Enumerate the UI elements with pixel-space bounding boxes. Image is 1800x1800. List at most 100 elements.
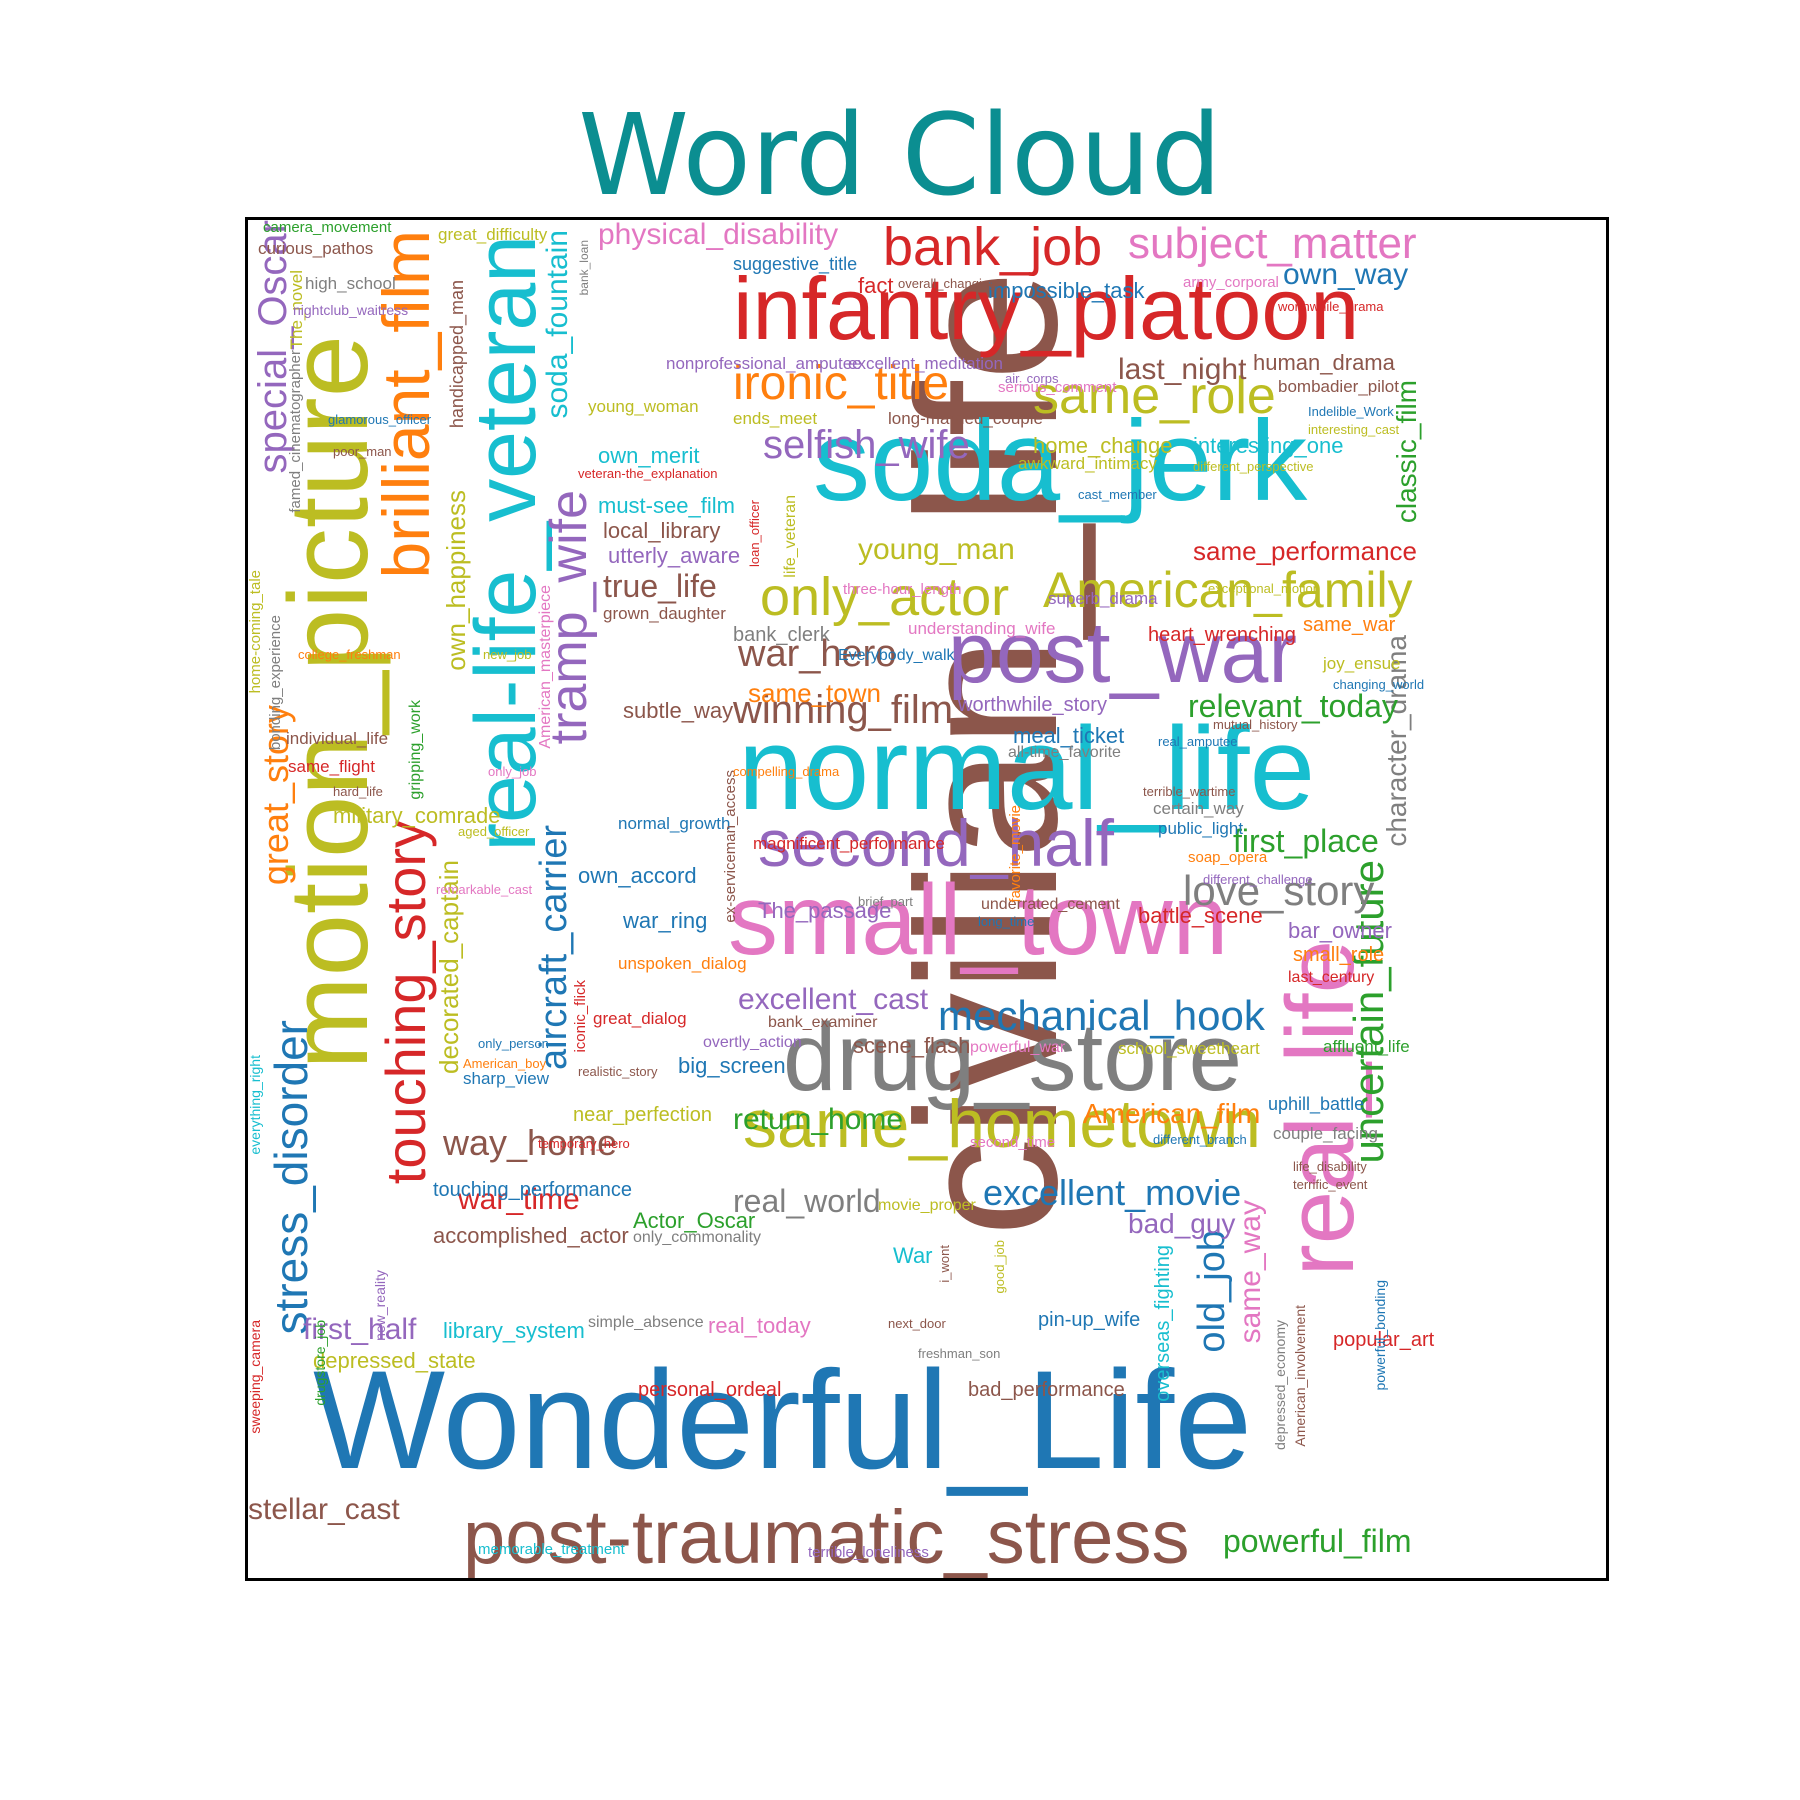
chart-title: Word Cloud (578, 91, 1222, 221)
word-three-hour-length: three-hour_length (843, 581, 962, 598)
word-impossible-task: impossible_task (988, 278, 1145, 303)
word-american-masterpiece: American_masterpiece (537, 585, 554, 749)
word-high-school: high_school (305, 274, 396, 293)
word-overall-changing: overall_changing (898, 276, 997, 291)
word-real-amputee: real_amputee (1158, 734, 1238, 749)
word-actor-oscar: Actor_Oscar (633, 1208, 756, 1233)
word-stress-disorder: stress_disorder (265, 1020, 317, 1335)
word-terrible-loneliness: terrible_loneliness (808, 1544, 929, 1561)
word-magnificent-performance: magnificent_performance (753, 834, 945, 853)
word-soap-opera: soap_opera (1188, 849, 1268, 866)
word-bad-guy: bad_guy (1128, 1208, 1236, 1239)
word-military-comrade: military_comrade (333, 803, 501, 828)
word-war-time: war_time (458, 1183, 580, 1216)
word-infantry-platoon: infantry_platoon (733, 259, 1360, 358)
word-movie-proper: movie_proper (878, 1197, 976, 1214)
word-depressed-economy: depressed_economy (1272, 1320, 1288, 1450)
word-bombadier-pilot: bombadier_pilot (1278, 377, 1399, 396)
word-american-film: American_film (1083, 1098, 1261, 1129)
word-overtly-action: overtly_action (703, 1034, 802, 1051)
word-understanding-wife: understanding_wife (908, 619, 1056, 638)
word-powerful-bonding: powerful_bonding (1372, 1280, 1388, 1391)
word-great-difficulty: great_difficulty (438, 225, 548, 244)
word-aged-officer: aged_officer (458, 824, 530, 839)
word-certain-way: certain_way (1153, 799, 1244, 818)
word-post-war: post_war (948, 605, 1297, 701)
word-brief-part: brief_part (858, 894, 913, 909)
word-war-hero: war_hero (738, 633, 897, 675)
word-american-involvement: American_involvement (1292, 1305, 1308, 1447)
word-war: War (893, 1243, 933, 1268)
word-way-home: way_home (443, 1122, 618, 1163)
word-battle-scene: battle_scene (1138, 903, 1263, 928)
word-handicapped-man: handicapped_man (447, 280, 467, 429)
word-loan-officer: loan_officer (747, 500, 762, 567)
word-small-role: small_role (1293, 944, 1385, 966)
word-last-century: last_century (1288, 969, 1375, 986)
word-long-married-couple: long-married_couple (888, 409, 1043, 428)
word-ex-serviceman-access: ex-serviceman_access (722, 770, 739, 923)
word-must-see-film: must-see_film (598, 493, 735, 518)
word-pin-up-wife: pin-up_wife (1038, 1309, 1141, 1331)
word-unspoken-dialog: unspoken_dialog (618, 954, 747, 973)
word-popular-art: popular_art (1333, 1329, 1435, 1351)
word-bank-clerk: bank_clerk (733, 624, 830, 646)
word-first-place: first_place (1233, 823, 1379, 859)
word-home-coming-tale: home-coming_tale (247, 570, 264, 694)
word-great-dialog: great_dialog (593, 1009, 687, 1028)
word-personal-ordeal: personal_ordeal (638, 1379, 782, 1401)
word-joy-ensue: joy_ensue (1323, 654, 1401, 673)
word-touching-performance: touching_performance (433, 1179, 633, 1201)
word-same-way: same_way (1234, 1200, 1267, 1344)
word-everything-right: everything_right (247, 1055, 263, 1155)
word-own-accord: own_accord (578, 863, 697, 888)
word-bar-owner: bar_owner (1288, 918, 1392, 943)
word-different-branch: different_branch (1153, 1132, 1247, 1147)
word-real-life-veteran: real-life_veteran (458, 235, 554, 852)
word-memorable-treatment: memorable_treatment (478, 1541, 625, 1558)
word-second-time: second_time (970, 1134, 1056, 1151)
word-excellent-cast: excellent_cast (738, 983, 929, 1016)
word-awkward-intimacy: awkward_intimacy (1018, 454, 1157, 473)
word-bank-examiner: bank_examiner (768, 1014, 878, 1031)
word-affluent-life: affluent_life (1323, 1037, 1410, 1056)
word-american-family: American_family (1043, 562, 1413, 618)
word-real-today: real_today (708, 1313, 811, 1338)
word-american-boy: American_boy (463, 1056, 547, 1071)
word-different-perspective: different_perspective (1193, 459, 1314, 474)
word-same-performance: same_performance (1193, 536, 1417, 566)
word-own-happiness: own_happiness (441, 490, 471, 671)
word-touching-story: touching_story (374, 820, 437, 1185)
word-utterly-aware: utterly_aware (608, 543, 741, 568)
word-hard-life: hard_life (333, 784, 383, 799)
word-air-corps: air_corps (1005, 371, 1059, 386)
word-same-town: same_town (748, 678, 881, 708)
word-post-traumatic-stress: post-traumatic_stress (463, 1495, 1190, 1580)
word-big-screen: big_screen (678, 1053, 786, 1078)
word-bonding-experience: bonding_experience (267, 615, 284, 751)
word-the-passage: The_passage (758, 898, 892, 923)
word-old-job: old_job (1191, 1230, 1233, 1353)
word-realistic-story: realistic_story (578, 1064, 658, 1079)
word-soda-jerk: soda_jerk (813, 398, 1308, 525)
word-cast-member: cast_member (1078, 487, 1157, 502)
word-fact: fact (858, 273, 894, 298)
word-bank-job: bank_job (883, 217, 1103, 277)
word-poor-man: poor_man (333, 444, 392, 459)
word-human-drama: human_drama (1253, 350, 1395, 375)
word-wonderful-life: Wonderful_Life (313, 1341, 1253, 1498)
word-accomplished-actor: accomplished_actor (433, 1223, 629, 1248)
word-sharp-view: sharp_view (463, 1069, 549, 1088)
word-only-job: only_job (488, 764, 537, 779)
word-grown-daughter: grown_daughter (603, 604, 726, 623)
word-overseas-fighting: overseas_fighting (1152, 1245, 1174, 1402)
word-simple-absence: simple_absence (588, 1314, 704, 1331)
word-powerful-war: powerful_war (970, 1039, 1066, 1056)
word-long-time: long_time (978, 914, 1035, 929)
word-library-system: library_system (443, 1318, 585, 1343)
word-worthwhile-drama: worthwhile_drama (1278, 299, 1384, 314)
word-terrific-event: terrific_event (1293, 1177, 1368, 1192)
word-depressed-state: depressed_state (313, 1348, 476, 1373)
word-war-ring: war_ring (623, 908, 708, 933)
word-drug-store: drug_store (783, 1004, 1242, 1111)
